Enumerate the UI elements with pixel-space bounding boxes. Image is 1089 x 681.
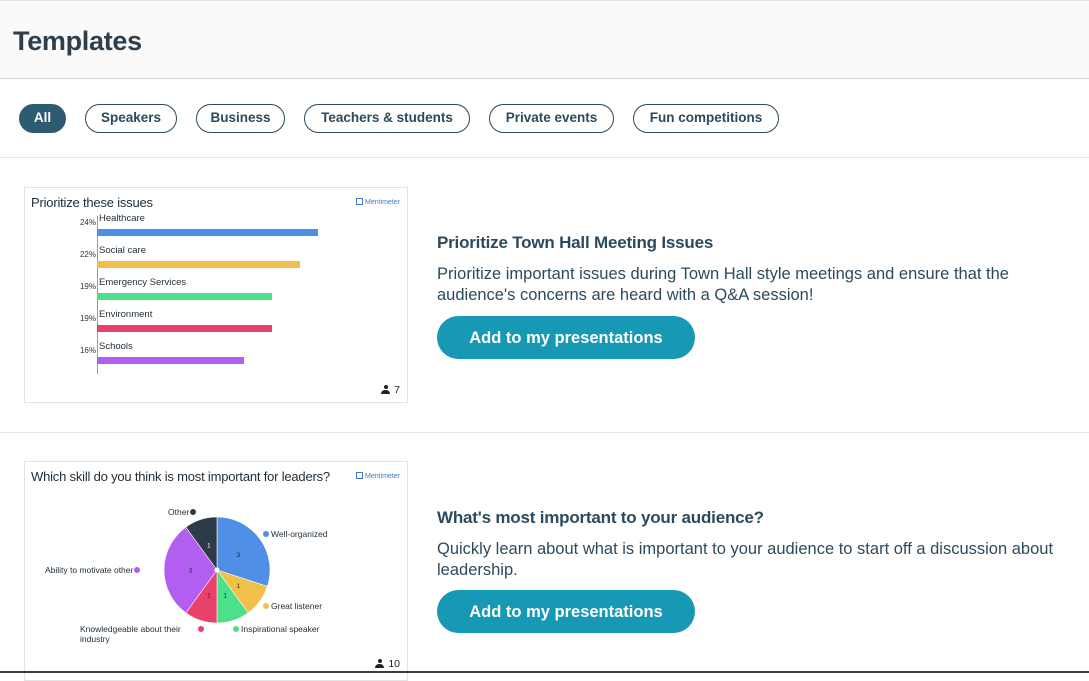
- pie-slice: [163, 526, 218, 614]
- pie-label-text: Knowledgeable about their industry: [80, 624, 181, 644]
- pie-label-text: Ability to motivate other: [45, 565, 134, 575]
- pie-chart: 3 1 1 1 3 1: [163, 516, 271, 624]
- filter-chip-private-events[interactable]: Private events: [489, 104, 614, 133]
- bar: [97, 261, 300, 268]
- template-title: Prioritize Town Hall Meeting Issues: [437, 233, 714, 252]
- bar: [97, 357, 244, 364]
- filter-chip-fun-competitions[interactable]: Fun competitions: [633, 104, 779, 133]
- pie-label-text: Other: [168, 507, 190, 517]
- brand-icon: [355, 472, 363, 479]
- legend-dot: [190, 509, 197, 515]
- vote-count-value: 10: [388, 658, 400, 670]
- user-icon: [381, 385, 391, 394]
- add-to-presentations-button[interactable]: Add to my presentations: [437, 316, 695, 359]
- pie-label-great-listener: Great listener: [263, 601, 322, 611]
- legend-dot: [233, 626, 239, 632]
- divider: [0, 432, 1089, 433]
- pie-label-well-organized: Well-organized: [263, 529, 328, 539]
- bar-label: Schools: [99, 341, 133, 352]
- legend-dot: [263, 603, 269, 609]
- template-title: What's most important to your audience?: [437, 508, 764, 527]
- legend-dot: [134, 567, 141, 573]
- pie-slice-value: 1: [237, 583, 241, 590]
- bar-value-label: 24%: [79, 218, 96, 227]
- user-icon: [375, 659, 385, 668]
- pie-slice-value: 3: [189, 568, 193, 575]
- brand-name: Mentimeter: [364, 199, 400, 206]
- brand-icon: [355, 198, 363, 205]
- brand-name: Mentimeter: [364, 473, 400, 480]
- pie-slice: [216, 516, 271, 587]
- preview-question: Prioritize these issues: [31, 195, 153, 210]
- brand-logo: Mentimeter: [355, 198, 400, 206]
- filter-chip-speakers[interactable]: Speakers: [85, 104, 177, 133]
- template-preview-bar-chart[interactable]: Prioritize these issues Mentimeter Healt…: [24, 187, 408, 403]
- bar-value-label: 19%: [79, 314, 96, 323]
- pie-slice-value: 3: [237, 552, 241, 559]
- pie-label-text: Inspirational speaker: [241, 624, 320, 634]
- preview-question: Which skill do you think is most importa…: [31, 469, 330, 484]
- vote-count: 10: [375, 658, 400, 670]
- add-to-presentations-button[interactable]: Add to my presentations: [437, 590, 695, 633]
- bar-value-label: 16%: [79, 346, 96, 355]
- pie-label-ability-to-motivate: Ability to motivate other: [45, 565, 141, 575]
- pie-label-inspirational-speaker: Inspirational speaker: [233, 624, 319, 634]
- bar: [97, 293, 272, 300]
- pie-slice-value: 1: [207, 593, 211, 600]
- page-header: Templates: [0, 0, 1089, 79]
- pie-label-knowledgeable: Knowledgeable about their industry: [80, 624, 205, 644]
- bar: [97, 325, 272, 332]
- bar-label: Emergency Services: [99, 277, 187, 288]
- bar-label: Social care: [99, 245, 146, 256]
- filter-chip-business[interactable]: Business: [196, 104, 285, 133]
- window-bottom-edge: [0, 671, 1089, 673]
- divider: [0, 157, 1089, 158]
- brand-logo: Mentimeter: [355, 472, 400, 480]
- pie-center: [214, 567, 220, 573]
- page-title: Templates: [13, 26, 142, 56]
- bar: [97, 229, 318, 236]
- bar-value-label: 19%: [79, 282, 96, 291]
- vote-count: 7: [381, 384, 400, 396]
- legend-dot: [198, 626, 204, 632]
- template-preview-pie-chart[interactable]: Which skill do you think is most importa…: [24, 461, 408, 681]
- pie-label-other: Other: [168, 507, 197, 517]
- legend-dot: [263, 531, 269, 537]
- filter-chip-all[interactable]: All: [19, 104, 66, 133]
- pie-slice-value: 1: [223, 593, 227, 600]
- template-description: Quickly learn about what is important to…: [437, 540, 1054, 579]
- pie-slice: [185, 516, 218, 571]
- vote-count-value: 7: [394, 384, 400, 396]
- bar-value-label: 22%: [79, 250, 96, 259]
- pie-label-text: Great listener: [271, 601, 323, 611]
- pie-slice-value: 1: [207, 542, 211, 549]
- bar-label: Environment: [99, 309, 153, 320]
- bar-label: Healthcare: [99, 213, 145, 224]
- pie-label-text: Well-organized: [271, 529, 328, 539]
- template-description: Prioritize important issues during Town …: [437, 265, 1009, 304]
- filter-chip-teachers-students[interactable]: Teachers & students: [304, 104, 470, 133]
